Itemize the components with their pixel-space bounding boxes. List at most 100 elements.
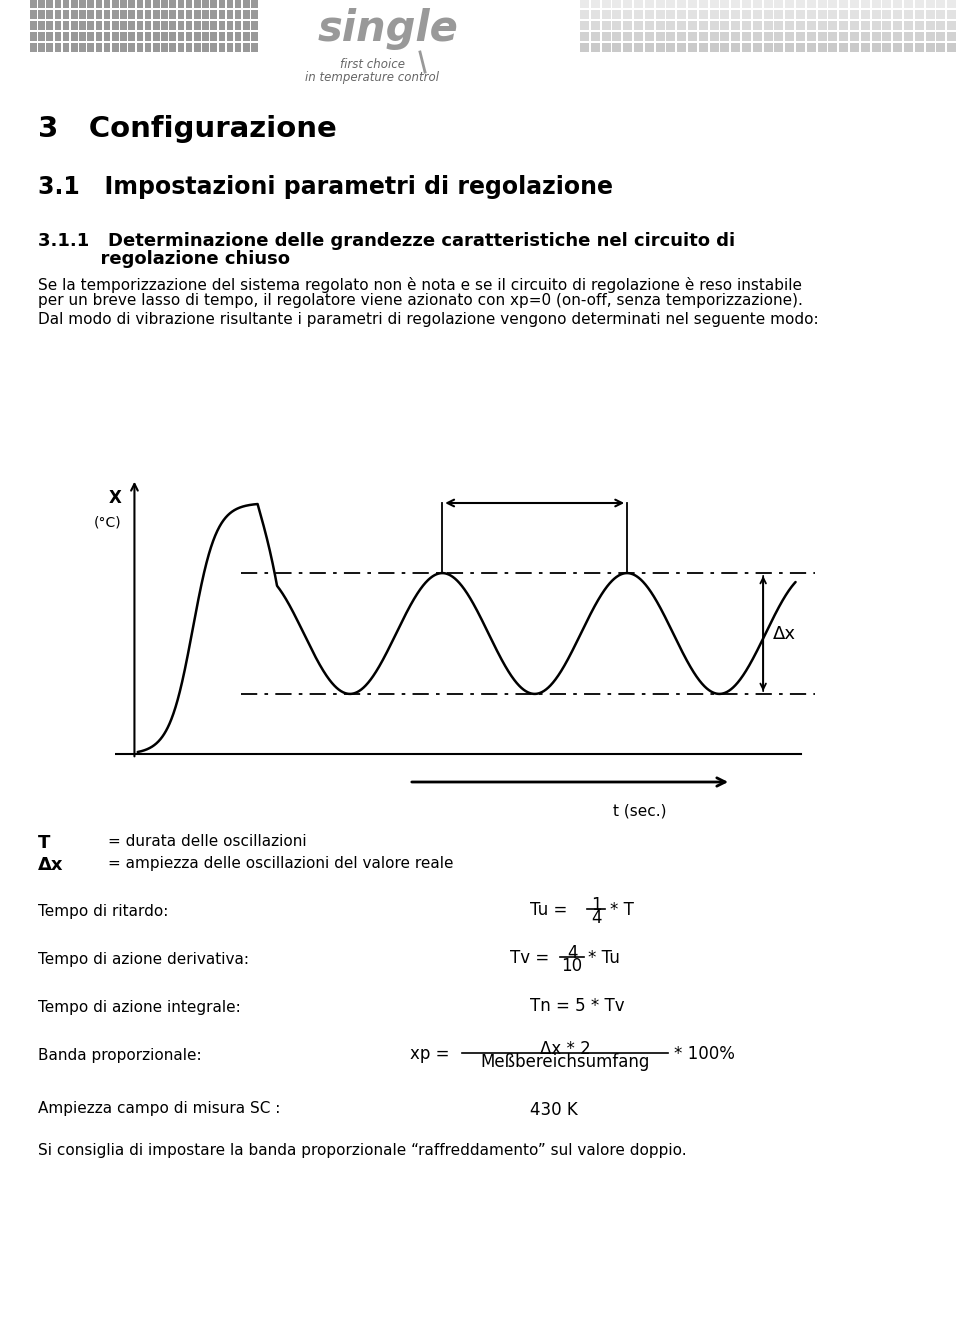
Bar xyxy=(186,32,192,41)
Bar xyxy=(252,44,258,51)
Bar xyxy=(634,44,643,51)
Bar xyxy=(872,0,880,8)
Bar xyxy=(925,21,935,30)
Text: 3   Configurazione: 3 Configurazione xyxy=(38,115,337,142)
Bar xyxy=(623,32,633,41)
Bar xyxy=(203,32,208,41)
Bar xyxy=(709,32,719,41)
Bar xyxy=(699,44,708,51)
Bar xyxy=(742,0,751,8)
Bar xyxy=(948,32,956,41)
Bar xyxy=(46,44,53,51)
Bar xyxy=(186,11,192,18)
Bar xyxy=(235,32,242,41)
Bar xyxy=(763,32,773,41)
Bar xyxy=(828,44,837,51)
Bar xyxy=(828,32,837,41)
Bar xyxy=(153,44,159,51)
Bar xyxy=(62,32,69,41)
Text: in temperature control: in temperature control xyxy=(305,71,439,84)
Bar xyxy=(55,11,61,18)
Bar xyxy=(112,0,118,8)
Text: Tn = 5 * Tv: Tn = 5 * Tv xyxy=(530,997,625,1016)
Bar xyxy=(699,21,708,30)
Bar xyxy=(194,32,201,41)
Bar xyxy=(775,32,783,41)
Bar xyxy=(186,21,192,30)
Text: regolazione chiuso: regolazione chiuso xyxy=(38,251,290,268)
Bar xyxy=(136,21,143,30)
Bar xyxy=(120,44,127,51)
Bar xyxy=(602,44,611,51)
Bar xyxy=(161,21,168,30)
Bar xyxy=(30,11,36,18)
Bar xyxy=(666,44,676,51)
Text: Tempo di ritardo:: Tempo di ritardo: xyxy=(38,904,168,919)
Bar xyxy=(145,0,152,8)
Bar xyxy=(79,44,85,51)
Bar xyxy=(753,11,762,18)
Text: = durata delle oscillazioni: = durata delle oscillazioni xyxy=(108,834,306,849)
Bar xyxy=(948,0,956,8)
Text: 4: 4 xyxy=(590,909,601,927)
Bar xyxy=(656,32,664,41)
Bar xyxy=(915,44,924,51)
Bar xyxy=(252,11,258,18)
Bar xyxy=(785,21,794,30)
Bar xyxy=(709,21,719,30)
Bar xyxy=(915,0,924,8)
Bar xyxy=(153,32,159,41)
Bar xyxy=(818,21,827,30)
Bar xyxy=(227,32,233,41)
Bar xyxy=(818,32,827,41)
Bar xyxy=(948,21,956,30)
Bar xyxy=(203,0,208,8)
Bar xyxy=(161,0,168,8)
Bar xyxy=(104,21,110,30)
Bar xyxy=(732,32,740,41)
Bar xyxy=(252,21,258,30)
Text: T: T xyxy=(38,834,50,852)
Bar xyxy=(30,44,36,51)
Text: 3.1.1   Determinazione delle grandezze caratteristiche nel circuito di: 3.1.1 Determinazione delle grandezze car… xyxy=(38,232,735,251)
Bar xyxy=(96,0,102,8)
Bar xyxy=(219,44,225,51)
Bar xyxy=(30,21,36,30)
Bar xyxy=(55,44,61,51)
Bar xyxy=(709,0,719,8)
Bar xyxy=(753,0,762,8)
Bar xyxy=(666,32,676,41)
Bar xyxy=(775,0,783,8)
Bar xyxy=(645,32,654,41)
Text: X: X xyxy=(108,489,122,508)
Bar xyxy=(623,21,633,30)
Bar xyxy=(612,11,621,18)
Bar xyxy=(71,44,78,51)
Bar xyxy=(688,11,697,18)
Text: Meßbereichsumfang: Meßbereichsumfang xyxy=(480,1053,650,1071)
Bar xyxy=(194,21,201,30)
Bar xyxy=(169,21,176,30)
Bar xyxy=(915,32,924,41)
Bar xyxy=(96,32,102,41)
Bar xyxy=(169,32,176,41)
Bar xyxy=(763,11,773,18)
Bar xyxy=(839,44,849,51)
Bar xyxy=(785,0,794,8)
Text: per un breve lasso di tempo, il regolatore viene azionato con xp=0 (on-off, senz: per un breve lasso di tempo, il regolato… xyxy=(38,293,803,309)
Bar xyxy=(720,21,730,30)
Bar xyxy=(145,11,152,18)
Bar xyxy=(688,21,697,30)
Bar xyxy=(915,11,924,18)
Text: (°C): (°C) xyxy=(94,516,122,529)
Bar xyxy=(720,44,730,51)
Bar xyxy=(580,21,589,30)
Bar xyxy=(210,32,217,41)
Bar xyxy=(666,0,676,8)
Bar xyxy=(785,44,794,51)
Bar xyxy=(742,32,751,41)
Bar xyxy=(87,0,94,8)
Bar xyxy=(882,32,892,41)
Bar xyxy=(893,32,902,41)
Bar xyxy=(775,21,783,30)
